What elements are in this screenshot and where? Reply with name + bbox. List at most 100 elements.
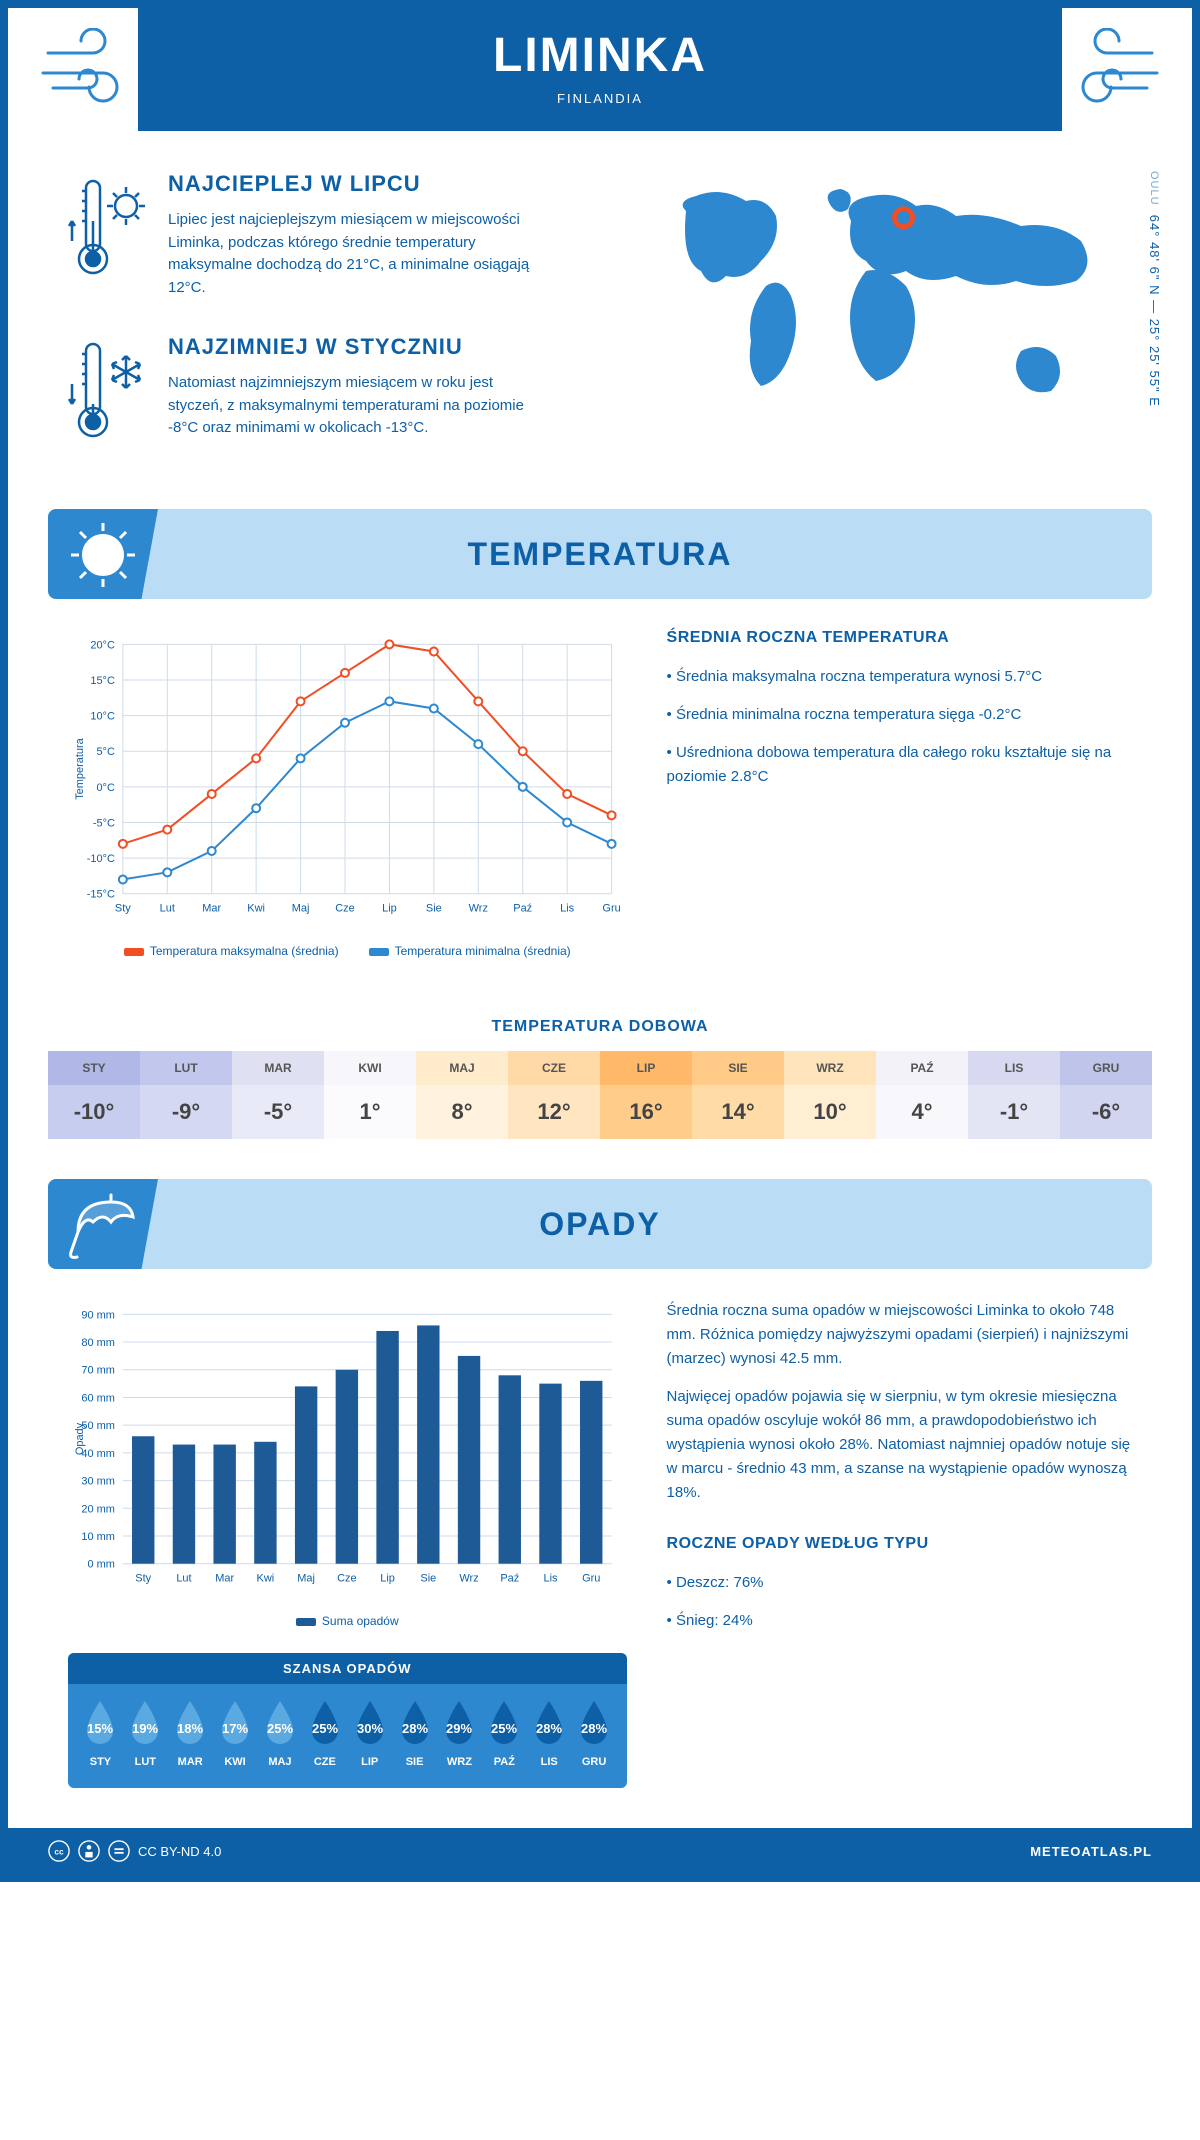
svg-text:Gru: Gru: [602, 903, 620, 915]
daily-cell: WRZ10°: [784, 1051, 876, 1139]
thermometer-sun-icon: [68, 171, 148, 281]
svg-text:Opady: Opady: [74, 1422, 86, 1455]
svg-text:18%: 18%: [177, 1721, 203, 1736]
svg-text:Kwi: Kwi: [257, 1573, 275, 1585]
sun-icon: [63, 517, 143, 592]
svg-text:40 mm: 40 mm: [81, 1448, 115, 1460]
world-map: [620, 171, 1132, 431]
intro-section: NAJCIEPLEJ W LIPCU Lipiec jest najcieple…: [8, 131, 1192, 509]
cc-icon: cc: [48, 1840, 70, 1862]
svg-text:Maj: Maj: [297, 1573, 315, 1585]
temp-bullet: • Uśredniona dobowa temperatura dla całe…: [667, 741, 1132, 789]
temperature-line-chart: -15°C-10°C-5°C0°C5°C10°C15°C20°CStyLutMa…: [68, 629, 627, 929]
svg-text:30%: 30%: [357, 1721, 383, 1736]
chance-drop: 28%LIS: [527, 1699, 572, 1768]
svg-text:0 mm: 0 mm: [87, 1559, 114, 1571]
line-chart-legend: Temperatura maksymalna (średnia) Temperat…: [68, 944, 627, 958]
svg-text:15%: 15%: [87, 1721, 113, 1736]
temperature-title: TEMPERATURA: [468, 536, 733, 573]
daily-cell: LIS-1°: [968, 1051, 1060, 1139]
umbrella-icon: [63, 1187, 143, 1262]
temperature-section-header: TEMPERATURA: [48, 509, 1152, 599]
svg-text:15°C: 15°C: [90, 675, 115, 687]
svg-text:30 mm: 30 mm: [81, 1476, 115, 1488]
temp-bullet: • Średnia maksymalna roczna temperatura …: [667, 665, 1132, 689]
precip-chance-box: SZANSA OPADÓW 15%STY19%LUT18%MAR17%KWI25…: [68, 1653, 627, 1788]
svg-text:cc: cc: [54, 1848, 64, 1857]
precip-bar-chart: 0 mm10 mm20 mm30 mm40 mm50 mm60 mm70 mm8…: [68, 1299, 627, 1599]
svg-text:Sie: Sie: [426, 903, 442, 915]
chance-drop: 28%SIE: [392, 1699, 437, 1768]
precip-p1: Średnia roczna suma opadów w miejscowośc…: [667, 1299, 1132, 1371]
svg-text:28%: 28%: [536, 1721, 562, 1736]
svg-text:Gru: Gru: [582, 1573, 600, 1585]
daily-cell: SIE14°: [692, 1051, 784, 1139]
coldest-block: NAJZIMNIEJ W STYCZNIU Natomiast najzimni…: [68, 334, 580, 444]
svg-text:Lip: Lip: [382, 903, 397, 915]
warmest-heading: NAJCIEPLEJ W LIPCU: [168, 171, 548, 197]
footer: cc CC BY-ND 4.0 METEOATLAS.PL: [8, 1828, 1192, 1874]
svg-text:17%: 17%: [222, 1721, 248, 1736]
country-subtitle: FINLANDIA: [138, 91, 1062, 106]
warmest-text: Lipiec jest najcieplejszym miesiącem w m…: [168, 209, 548, 299]
daily-cell: LUT-9°: [140, 1051, 232, 1139]
svg-text:Lis: Lis: [543, 1573, 558, 1585]
header: LIMINKA FINLANDIA: [138, 8, 1062, 131]
bar-chart-legend: Suma opadów: [68, 1614, 627, 1628]
temp-bullet: • Średnia minimalna roczna temperatura s…: [667, 703, 1132, 727]
warmest-block: NAJCIEPLEJ W LIPCU Lipiec jest najcieple…: [68, 171, 580, 299]
type-bullet: • Deszcz: 76%: [667, 1571, 1132, 1595]
precip-type-heading: ROCZNE OPADY WEDŁUG TYPU: [667, 1535, 1132, 1553]
wind-deco-icon: [1062, 28, 1162, 108]
svg-text:70 mm: 70 mm: [81, 1365, 115, 1377]
svg-text:10°C: 10°C: [90, 711, 115, 723]
svg-text:90 mm: 90 mm: [81, 1309, 115, 1321]
coldest-heading: NAJZIMNIEJ W STYCZNIU: [168, 334, 548, 360]
legend-item: Temperatura maksymalna (średnia): [124, 944, 339, 958]
svg-text:25%: 25%: [491, 1721, 517, 1736]
chance-drop: 19%LUT: [123, 1699, 168, 1768]
daily-cell: KWI1°: [324, 1051, 416, 1139]
svg-text:Lut: Lut: [160, 903, 175, 915]
svg-text:25%: 25%: [312, 1721, 338, 1736]
precip-p2: Najwięcej opadów pojawia się w sierpniu,…: [667, 1385, 1132, 1505]
precip-section-header: OPADY: [48, 1179, 1152, 1269]
svg-text:Cze: Cze: [335, 903, 355, 915]
svg-text:Sie: Sie: [420, 1573, 436, 1585]
svg-text:Kwi: Kwi: [247, 903, 265, 915]
license-text: CC BY-ND 4.0: [138, 1844, 221, 1859]
site-name: METEOATLAS.PL: [1030, 1844, 1152, 1859]
svg-text:29%: 29%: [446, 1721, 472, 1736]
chance-drop: 25%CZE: [302, 1699, 347, 1768]
legend-item: Temperatura minimalna (średnia): [369, 944, 571, 958]
chance-drop: 25%MAJ: [258, 1699, 303, 1768]
precip-title: OPADY: [539, 1206, 660, 1243]
svg-text:-15°C: -15°C: [87, 889, 115, 901]
svg-text:Lut: Lut: [176, 1573, 191, 1585]
svg-text:20°C: 20°C: [90, 639, 115, 651]
svg-text:Sty: Sty: [135, 1573, 151, 1585]
chance-drop: 25%PAŹ: [482, 1699, 527, 1768]
svg-text:Lis: Lis: [560, 903, 575, 915]
daily-cell: GRU-6°: [1060, 1051, 1152, 1139]
by-icon: [78, 1840, 100, 1862]
chance-title: SZANSA OPADÓW: [68, 1653, 627, 1684]
svg-text:28%: 28%: [402, 1721, 428, 1736]
chance-drop: 28%GRU: [572, 1699, 617, 1768]
svg-text:Cze: Cze: [337, 1573, 357, 1585]
svg-text:Wrz: Wrz: [459, 1573, 478, 1585]
svg-text:20 mm: 20 mm: [81, 1503, 115, 1515]
chance-drop: 29%WRZ: [437, 1699, 482, 1768]
svg-text:Paź: Paź: [500, 1573, 519, 1585]
nd-icon: [108, 1840, 130, 1862]
wind-deco-icon: [38, 28, 138, 108]
svg-text:0°C: 0°C: [96, 782, 114, 794]
chance-drop: 18%MAR: [168, 1699, 213, 1768]
chance-drop: 30%LIP: [347, 1699, 392, 1768]
svg-text:Temperatura: Temperatura: [74, 737, 86, 799]
svg-text:Paź: Paź: [513, 903, 532, 915]
svg-text:60 mm: 60 mm: [81, 1392, 115, 1404]
svg-text:50 mm: 50 mm: [81, 1420, 115, 1432]
daily-temp-table: STY-10°LUT-9°MAR-5°KWI1°MAJ8°CZE12°LIP16…: [48, 1051, 1152, 1139]
daily-cell: MAR-5°: [232, 1051, 324, 1139]
